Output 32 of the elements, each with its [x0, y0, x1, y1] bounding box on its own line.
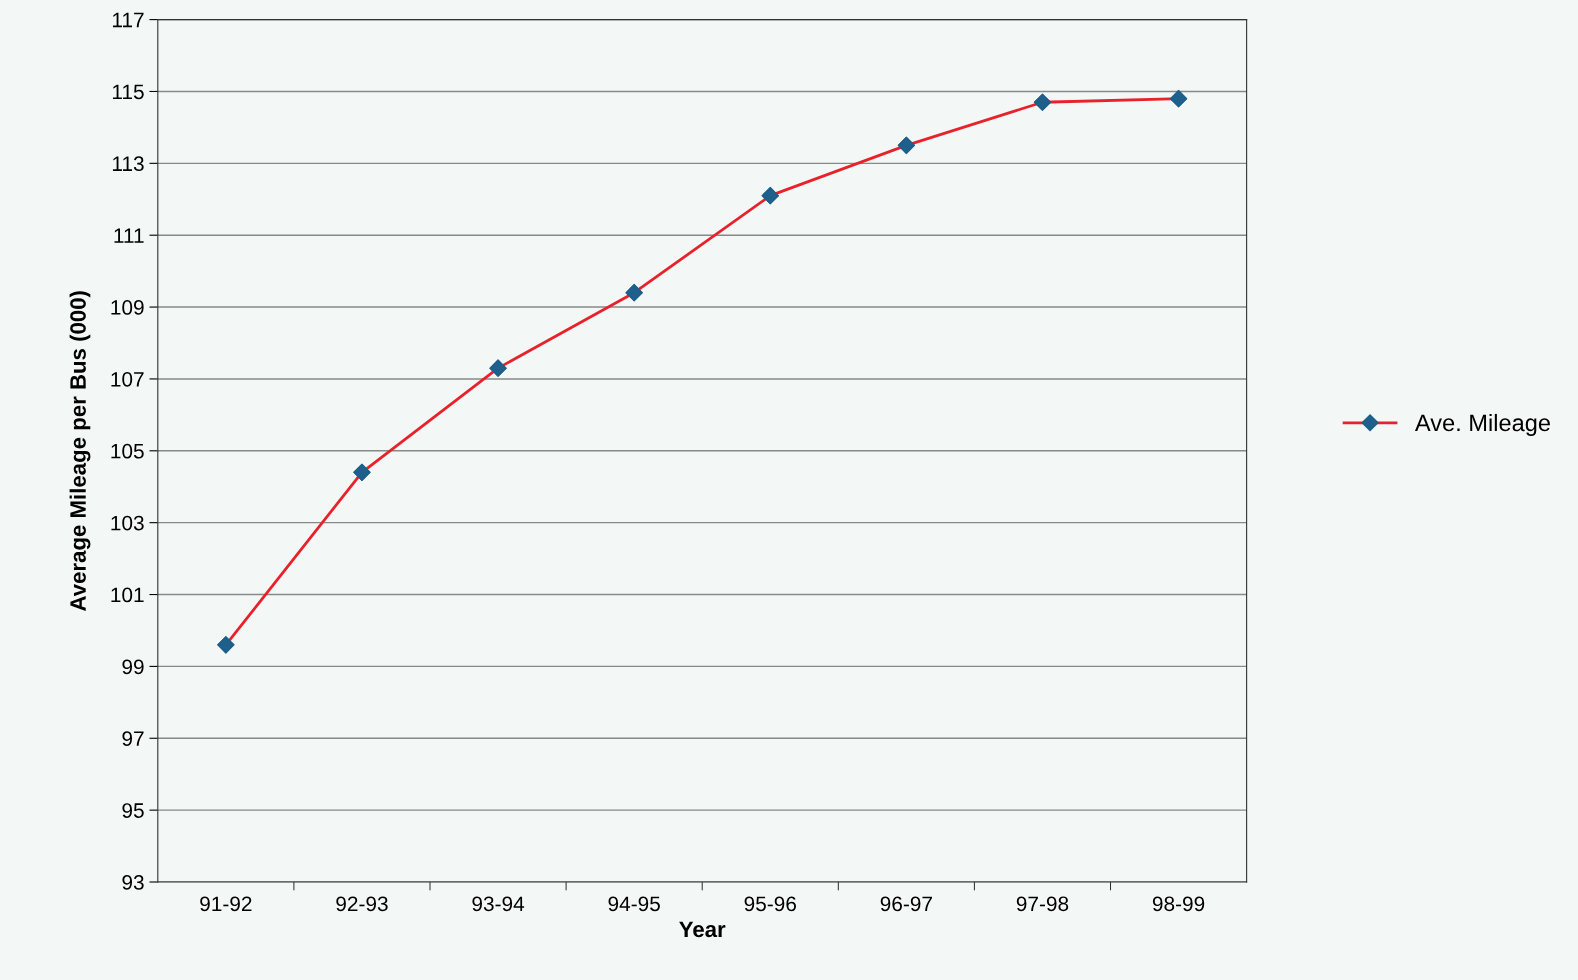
point — [217, 636, 235, 654]
y-axis-title: Average Mileage per Bus (000) — [69, 291, 91, 611]
y-tick-label: 105 — [111, 443, 144, 459]
y-tick-label: 115 — [112, 84, 144, 100]
point — [1170, 90, 1188, 108]
y-tick-label: 97 — [122, 731, 144, 747]
y-tick-label: 111 — [114, 228, 144, 243]
point — [489, 359, 507, 377]
x-tick-label: 91-92 — [200, 896, 252, 912]
point — [1033, 93, 1052, 111]
y-tick-label: 107 — [111, 371, 144, 387]
x-tick-label: 92-93 — [336, 896, 388, 912]
x-tick-label: 98-99 — [1152, 896, 1205, 912]
y-tick-label: 99 — [122, 659, 144, 675]
y-tick-label: 113 — [112, 156, 144, 172]
x-tick-label: 94-95 — [608, 896, 660, 912]
point — [625, 284, 643, 302]
point — [897, 136, 915, 154]
y-tick-label: 101 — [111, 587, 144, 603]
x-tick-label: 93-94 — [472, 896, 525, 912]
y-tick-label: 103 — [111, 515, 144, 531]
x-tick-label: 96-97 — [880, 896, 932, 912]
x-tick-label: 95-96 — [744, 896, 796, 912]
point — [761, 187, 779, 205]
x-tick-label: 97-98 — [1016, 896, 1069, 912]
y-tick-label: 117 — [112, 12, 144, 28]
y-tick-label: 95 — [122, 803, 144, 818]
y-tick-label: 93 — [122, 875, 144, 890]
y-tick-label: 109 — [111, 300, 144, 315]
legend-label: Ave. Mileage — [1414, 413, 1550, 436]
x-axis-title: Year — [679, 921, 726, 938]
point — [353, 463, 371, 481]
